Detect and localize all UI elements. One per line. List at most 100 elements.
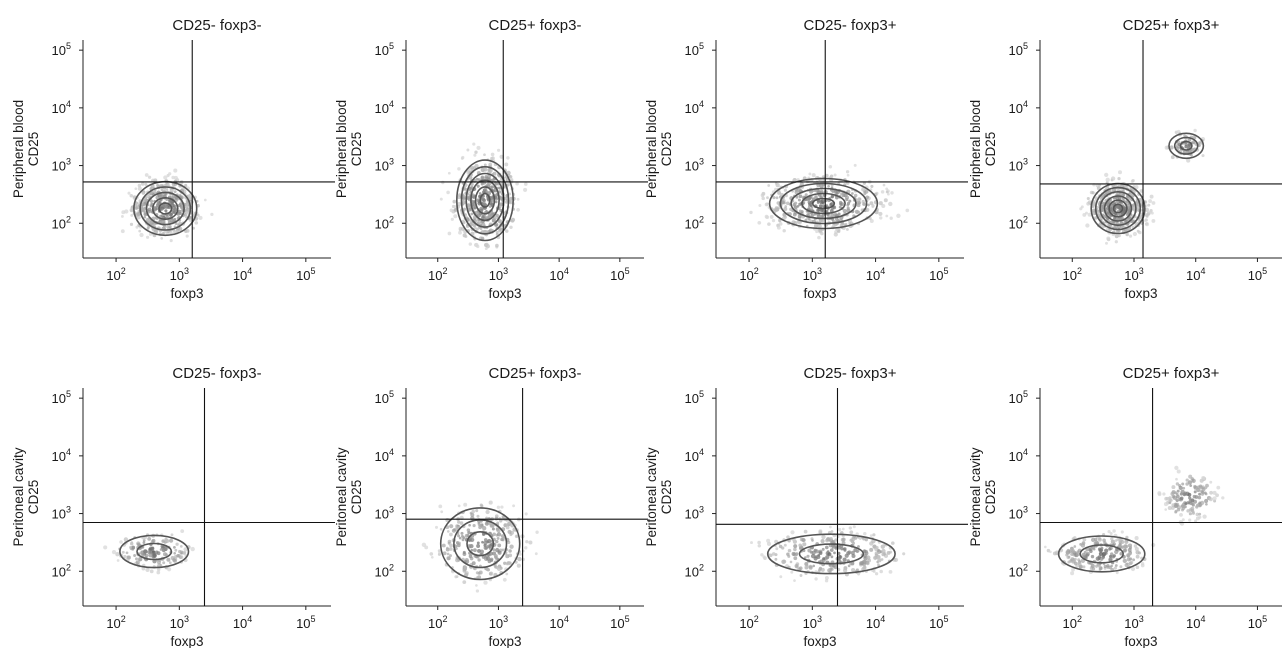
event-dot <box>438 504 443 509</box>
event-dot <box>862 181 866 185</box>
event-dot <box>812 564 816 568</box>
x-tick-label: 104 <box>549 266 568 283</box>
event-dot <box>888 201 893 207</box>
event-dot <box>166 557 171 562</box>
x-axis-label: foxp3 <box>170 286 203 301</box>
event-dot <box>1135 565 1140 569</box>
x-tick-label: 105 <box>929 266 948 283</box>
event-dot <box>515 534 519 538</box>
event-dot <box>1201 475 1206 481</box>
event-dot <box>1149 210 1153 214</box>
density-contour <box>766 533 896 575</box>
event-dot <box>1182 486 1186 490</box>
event-dot <box>472 524 476 528</box>
event-dot <box>1176 489 1180 493</box>
tick-base: 10 <box>1186 268 1200 283</box>
event-dot <box>766 541 772 546</box>
event-dot <box>1200 490 1204 493</box>
event-dot <box>466 148 470 152</box>
event-dot <box>795 195 799 199</box>
event-dot <box>1174 509 1178 513</box>
event-dot <box>1124 539 1129 545</box>
event-dot <box>824 575 829 580</box>
event-dot <box>461 538 465 542</box>
event-dot <box>1127 543 1133 548</box>
event-dot <box>1146 212 1151 216</box>
event-dot <box>1216 485 1221 490</box>
tick-exponent: 2 <box>754 266 759 276</box>
event-dot <box>169 538 174 543</box>
event-dot <box>1198 141 1201 144</box>
event-dot <box>165 187 169 191</box>
tick-exponent: 5 <box>311 614 316 624</box>
event-dot <box>483 153 486 157</box>
event-dot <box>496 505 501 509</box>
event-dot <box>1204 486 1208 490</box>
event-dot <box>1205 502 1208 506</box>
tick-exponent: 4 <box>66 99 71 109</box>
event-dot <box>127 191 131 195</box>
event-dot <box>429 552 434 556</box>
event-dot <box>1175 482 1180 486</box>
density-contour <box>1173 136 1199 155</box>
y-tick-label: 103 <box>1009 157 1028 174</box>
event-dot <box>504 162 509 167</box>
event-dot <box>457 534 461 538</box>
event-dot <box>156 570 161 575</box>
density-contour <box>455 159 514 242</box>
x-tick-label: 105 <box>929 614 948 631</box>
event-dot <box>1133 544 1138 548</box>
event-dot <box>125 551 129 555</box>
event-dot <box>1189 484 1193 487</box>
event-dot <box>1180 504 1185 509</box>
event-dot <box>1086 196 1090 201</box>
event-dot <box>1105 177 1110 182</box>
event-dot <box>1082 212 1087 217</box>
x-tick-label: 105 <box>610 266 629 283</box>
tick-exponent: 4 <box>66 447 71 457</box>
event-dot <box>173 207 177 212</box>
event-dot <box>1157 491 1162 496</box>
event-dot <box>180 205 184 210</box>
x-tick-label: 104 <box>1186 266 1205 283</box>
event-dot <box>823 556 828 561</box>
event-dot <box>1170 155 1175 160</box>
event-dot <box>164 209 168 213</box>
event-dot <box>1187 492 1192 497</box>
event-dot <box>874 553 878 557</box>
event-dot <box>165 198 169 201</box>
event-dot <box>1193 490 1197 494</box>
event-dot <box>890 191 894 195</box>
panel-title: CD25- foxp3+ <box>804 17 897 34</box>
event-dot <box>194 221 199 225</box>
x-tick-label: 104 <box>1186 614 1205 631</box>
panel-title: CD25+ foxp3+ <box>1123 365 1220 382</box>
event-dot <box>457 167 461 171</box>
event-dot <box>797 198 801 202</box>
tick-exponent: 3 <box>817 266 822 276</box>
event-dot <box>1085 553 1090 557</box>
event-dot <box>173 190 177 194</box>
event-dot <box>793 544 798 549</box>
x-tick-label: 104 <box>866 614 885 631</box>
event-dot <box>1109 532 1113 535</box>
tick-base: 10 <box>866 616 880 631</box>
density-contour <box>1179 140 1193 151</box>
y-axis-label-line: CD25 <box>349 132 364 167</box>
tick-base: 10 <box>52 216 66 231</box>
event-dot <box>873 555 878 561</box>
event-dot <box>473 153 477 157</box>
event-dot <box>853 163 857 167</box>
tick-base: 10 <box>803 268 817 283</box>
x-tick-label: 102 <box>1063 266 1082 283</box>
event-dot <box>863 192 867 196</box>
event-dot <box>1136 229 1140 233</box>
density-contour <box>1112 203 1124 214</box>
y-tick-label: 104 <box>1009 99 1028 116</box>
event-dot <box>1098 551 1103 556</box>
event-dot <box>490 523 495 528</box>
event-dot <box>480 208 484 212</box>
event-dot <box>1110 552 1114 556</box>
tick-base: 10 <box>1009 507 1023 522</box>
